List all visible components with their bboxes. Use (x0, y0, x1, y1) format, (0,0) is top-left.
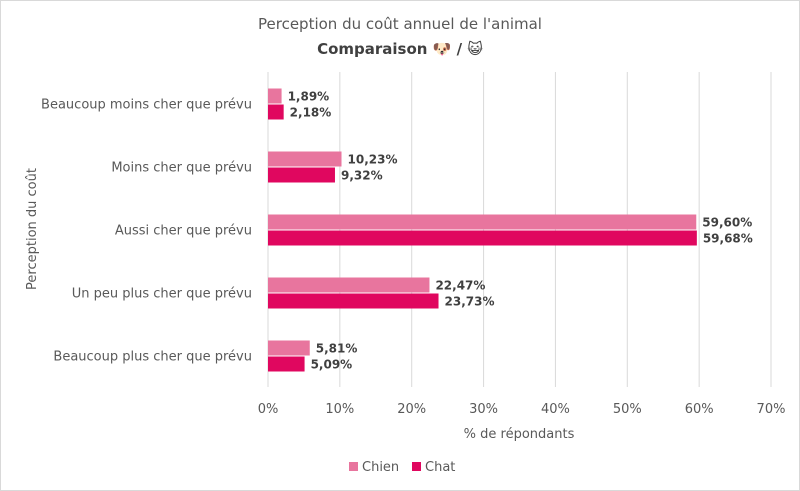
x-tick-labels: 0% 10% 20% 30% 40% 50% 60% 70% (258, 402, 786, 417)
x-tick-label: 60% (685, 402, 714, 417)
bar-chien (268, 214, 697, 230)
category-labels: Beaucoup moins cher que prévu Moins cher … (41, 98, 252, 365)
bar-chat (268, 104, 284, 120)
data-label: 9,32% (341, 169, 383, 183)
bars: 1,89% 2,18% 10,23% 9,32% 59,60% 59,68% 22,47% 2… (268, 88, 753, 372)
category-label: Moins cher que prévu (111, 161, 252, 176)
data-label: 23,73% (445, 295, 495, 309)
category-label: Beaucoup plus cher que prévu (53, 350, 252, 365)
x-tick-label: 70% (757, 402, 786, 417)
bar-chat (268, 167, 335, 183)
x-tick-label: 20% (397, 402, 426, 417)
data-label: 59,60% (702, 216, 752, 230)
data-label: 59,68% (703, 232, 753, 246)
bar-chat (268, 293, 439, 309)
legend-swatch (412, 462, 421, 471)
data-label: 5,09% (311, 358, 353, 372)
data-label: 1,89% (288, 90, 330, 104)
legend-swatch (349, 462, 358, 471)
x-axis-title: % de répondants (464, 427, 575, 442)
data-label: 2,18% (290, 106, 332, 120)
y-axis-title: Perception du coût (25, 168, 40, 290)
x-tick-label: 50% (613, 402, 642, 417)
chart-title: Perception du coût annuel de l'animal (258, 15, 542, 33)
category-label: Un peu plus cher que prévu (72, 287, 252, 302)
bar-chat (268, 356, 305, 372)
legend-label: Chat (425, 460, 455, 475)
legend-label: Chien (362, 460, 399, 475)
bar-chien (268, 88, 282, 104)
legend: Chien Chat (349, 460, 455, 475)
data-label: 5,81% (316, 342, 358, 356)
x-tick-label: 30% (469, 402, 498, 417)
bar-chien (268, 277, 430, 293)
x-tick-label: 0% (258, 402, 279, 417)
bar-chien (268, 340, 310, 356)
x-tick-label: 10% (325, 402, 354, 417)
data-label: 10,23% (348, 153, 398, 167)
chart-subtitle: Comparaison 🐶 / 😺 (317, 40, 483, 58)
x-tick-label: 40% (541, 402, 570, 417)
category-label: Aussi cher que prévu (115, 224, 252, 239)
data-label: 22,47% (435, 279, 485, 293)
category-label: Beaucoup moins cher que prévu (41, 98, 252, 113)
bar-chien (268, 151, 342, 167)
bar-chat (268, 230, 697, 246)
